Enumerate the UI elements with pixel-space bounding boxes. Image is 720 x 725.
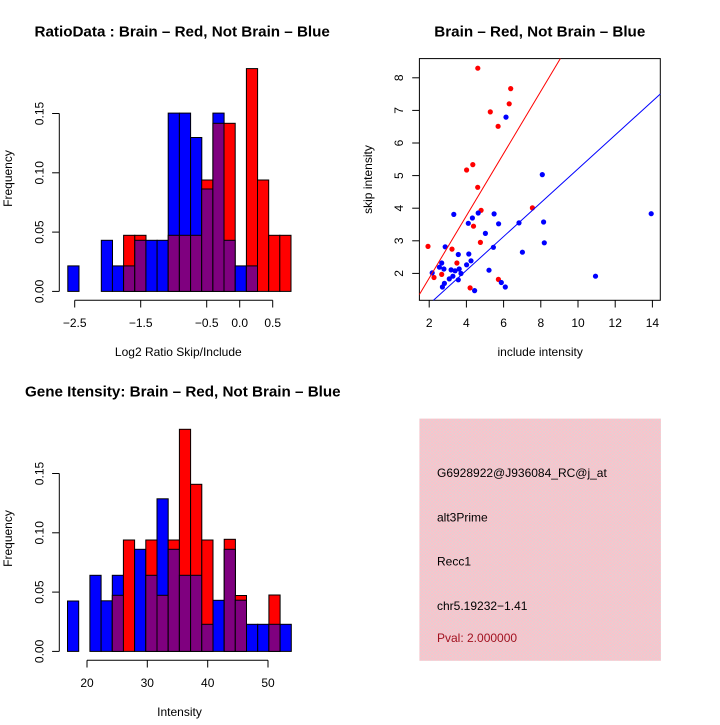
- svg-text:Pval: 2.000000: Pval: 2.000000: [437, 631, 517, 645]
- svg-text:0.10: 0.10: [32, 161, 46, 185]
- svg-text:−0.5: −0.5: [195, 316, 219, 330]
- svg-text:5: 5: [392, 172, 406, 179]
- svg-text:50: 50: [261, 676, 275, 690]
- svg-text:RatioData : Brain – Red, Not B: RatioData : Brain – Red, Not Brain – Blu…: [35, 23, 330, 40]
- svg-text:10: 10: [571, 316, 585, 330]
- svg-text:chr5.19232−1.41: chr5.19232−1.41: [437, 599, 528, 613]
- svg-text:7: 7: [392, 107, 406, 114]
- svg-text:14: 14: [646, 316, 660, 330]
- svg-text:Brain – Red, Not Brain – Blue: Brain – Red, Not Brain – Blue: [434, 23, 645, 40]
- svg-text:Frequency: Frequency: [1, 510, 15, 567]
- svg-text:3: 3: [392, 237, 406, 244]
- svg-text:0.5: 0.5: [264, 316, 281, 330]
- svg-text:alt3Prime: alt3Prime: [437, 510, 488, 524]
- svg-text:12: 12: [609, 316, 623, 330]
- svg-text:4: 4: [463, 316, 470, 330]
- svg-text:Frequency: Frequency: [1, 150, 15, 207]
- svg-text:Gene Itensity: Brain – Red, No: Gene Itensity: Brain – Red, Not Brain – …: [25, 383, 341, 400]
- svg-text:0.05: 0.05: [32, 580, 46, 604]
- svg-text:Log2 Ratio Skip/Include: Log2 Ratio Skip/Include: [115, 345, 242, 359]
- svg-text:40: 40: [201, 676, 215, 690]
- svg-text:0.15: 0.15: [32, 101, 46, 125]
- svg-text:Intensity: Intensity: [157, 705, 202, 719]
- svg-text:0.15: 0.15: [32, 461, 46, 485]
- svg-text:8: 8: [537, 316, 544, 330]
- svg-text:2: 2: [426, 316, 433, 330]
- svg-text:4: 4: [392, 205, 406, 212]
- svg-text:0.0: 0.0: [231, 316, 248, 330]
- svg-text:G6928922@J936084_RC@j_at: G6928922@J936084_RC@j_at: [437, 466, 607, 480]
- svg-text:6: 6: [500, 316, 507, 330]
- svg-text:0.10: 0.10: [32, 521, 46, 545]
- svg-text:0.00: 0.00: [32, 279, 46, 303]
- svg-text:Recc1: Recc1: [437, 555, 471, 569]
- svg-text:0.05: 0.05: [32, 220, 46, 244]
- svg-text:2: 2: [392, 270, 406, 277]
- svg-text:−1.5: −1.5: [129, 316, 153, 330]
- svg-text:30: 30: [141, 676, 155, 690]
- svg-text:20: 20: [80, 676, 94, 690]
- svg-text:−2.5: −2.5: [63, 316, 87, 330]
- svg-text:include intensity: include intensity: [498, 345, 583, 359]
- svg-text:0.00: 0.00: [32, 639, 46, 663]
- svg-text:8: 8: [392, 74, 406, 81]
- svg-text:6: 6: [392, 139, 406, 146]
- svg-text:skip intensity: skip intensity: [361, 145, 375, 214]
